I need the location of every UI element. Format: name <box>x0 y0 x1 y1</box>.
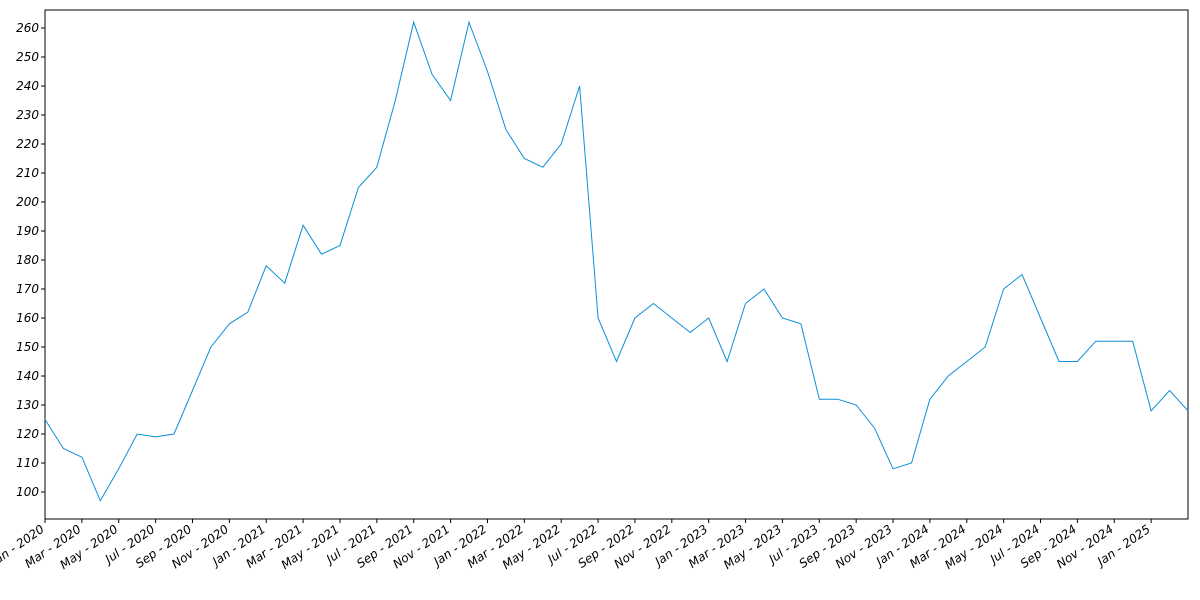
y-tick-label: 130 <box>16 398 39 412</box>
y-tick-label: 250 <box>16 50 39 64</box>
y-tick-label: 160 <box>16 311 39 325</box>
y-tick-label: 180 <box>16 253 39 267</box>
y-tick-label: 260 <box>16 21 39 35</box>
y-tick-label: 100 <box>16 485 39 499</box>
y-tick-label: 200 <box>16 195 39 209</box>
y-tick-label: 120 <box>16 427 39 441</box>
y-tick-label: 190 <box>16 224 39 238</box>
y-tick-label: 150 <box>16 340 39 354</box>
y-tick-label: 240 <box>16 79 39 93</box>
y-tick-label: 220 <box>16 137 39 151</box>
price-line <box>44 20 1189 502</box>
y-tick-label: 140 <box>16 369 39 383</box>
plot-frame <box>44 9 1189 520</box>
y-tick-label: 230 <box>16 108 39 122</box>
y-tick-label: 170 <box>16 282 39 296</box>
y-tick-label: 110 <box>16 456 39 470</box>
y-tick-label: 210 <box>16 166 39 180</box>
